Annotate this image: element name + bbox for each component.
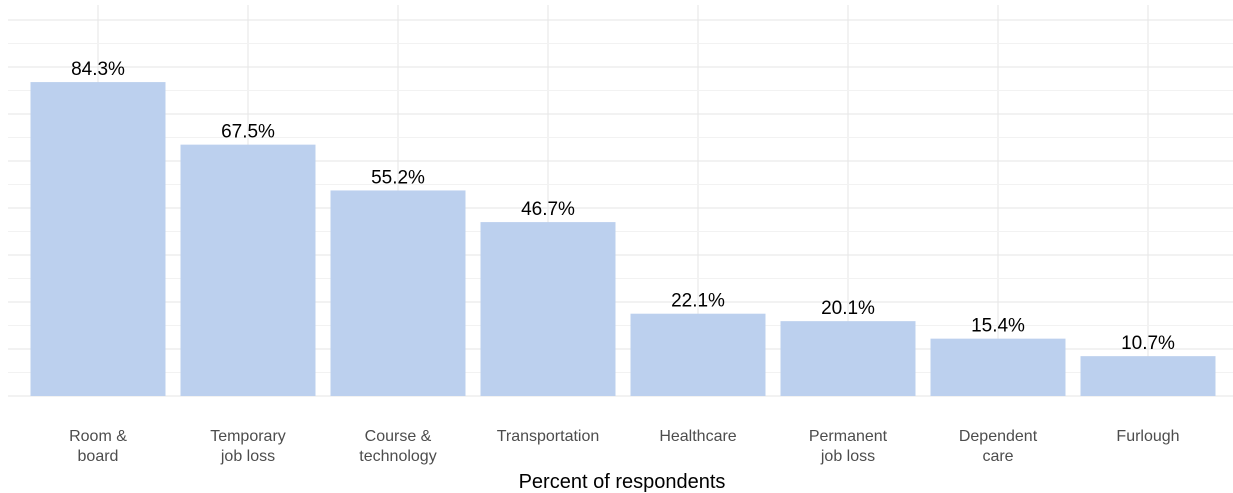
x-tick-label: Healthcare: [659, 428, 736, 445]
bar-data-label: 84.3%: [71, 59, 125, 80]
bar-data-label: 20.1%: [821, 298, 875, 319]
bar-data-label: 22.1%: [671, 291, 725, 312]
x-tick-label: Furlough: [1116, 428, 1179, 445]
bar-data-label: 55.2%: [371, 167, 425, 188]
x-tick-label: Transportation: [497, 428, 600, 445]
data-labels: 84.3% 67.5% 55.2% 46.7% 22.1% 20.1% 15.4% 10.7%: [71, 59, 1175, 354]
bar-data-label: 10.7%: [1121, 333, 1175, 354]
x-axis-title: Percent of respondents: [519, 471, 726, 493]
bar-data-label: 46.7%: [521, 199, 575, 220]
bars: [30, 82, 1216, 396]
bar-data-label: 67.5%: [221, 122, 275, 143]
x-tick-label: Temporary job loss: [210, 428, 286, 465]
bar-data-label: 15.4%: [971, 316, 1025, 337]
bar: [30, 82, 166, 396]
bar: [480, 222, 616, 396]
bar: [630, 313, 766, 396]
x-tick-label: Dependent care: [959, 428, 1038, 465]
bar: [1080, 356, 1216, 396]
x-tick-labels: Room & board Temporary job loss Course & tech…: [69, 428, 1179, 465]
bar: [330, 190, 466, 396]
x-tick-label: Room & board: [69, 428, 127, 465]
bar: [780, 321, 916, 396]
bar: [180, 144, 316, 396]
x-tick-label: Permanent job loss: [809, 428, 888, 465]
x-tick-label: Course & technology: [359, 428, 436, 465]
bar: [930, 338, 1066, 396]
